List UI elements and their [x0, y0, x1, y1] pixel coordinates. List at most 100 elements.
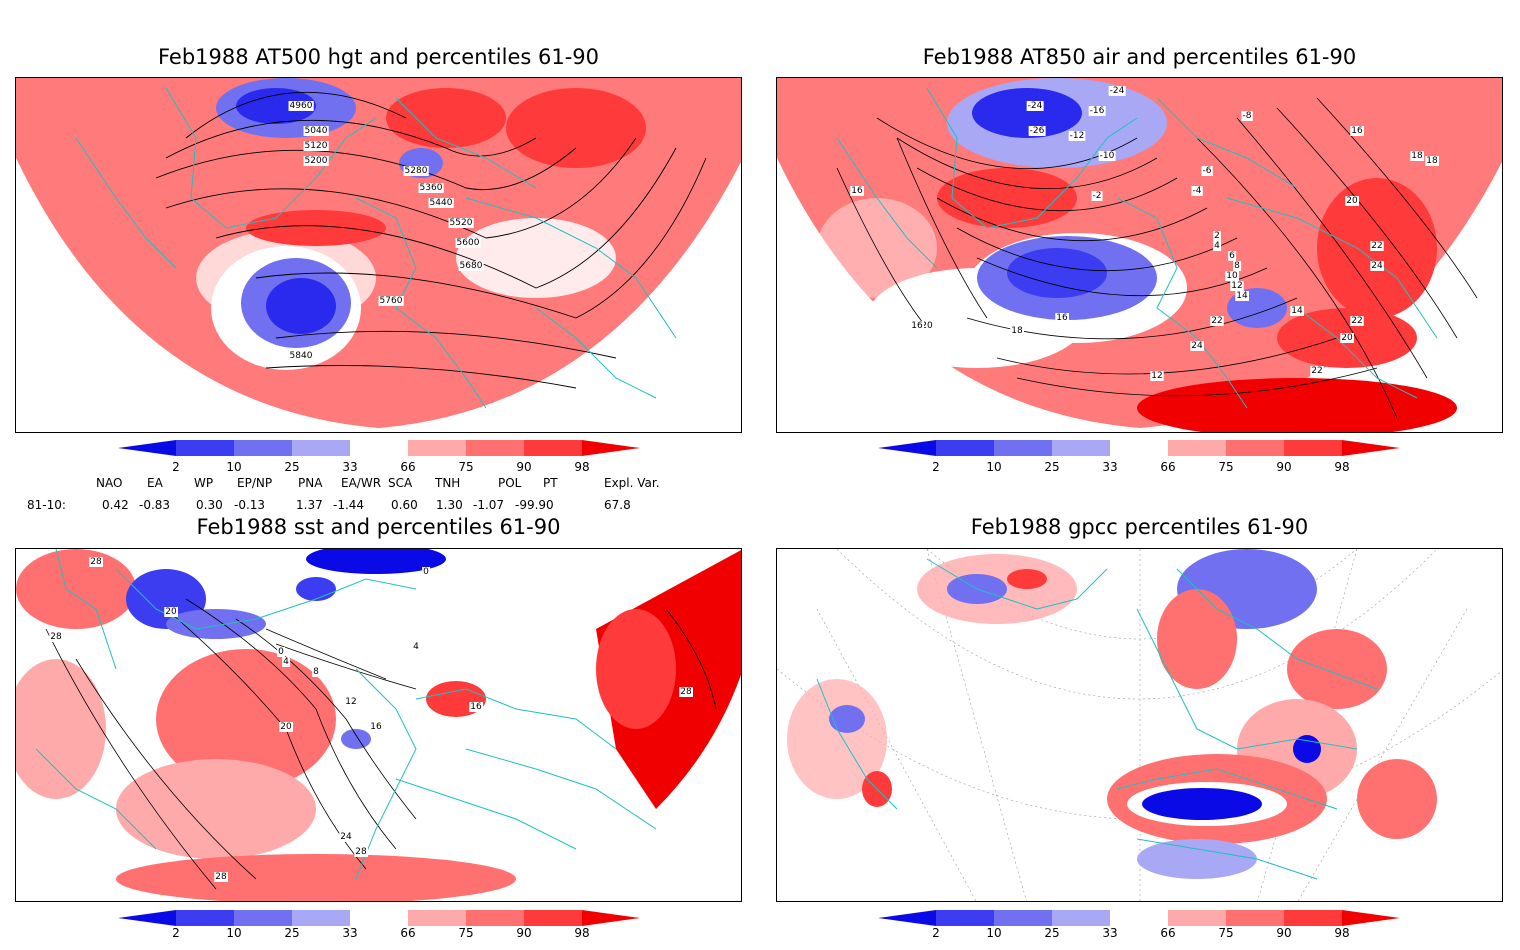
- contour-label-box: [1190, 341, 1204, 351]
- contour-label-text: 5840: [290, 351, 313, 361]
- contour-label: 16: [910, 321, 924, 331]
- contour-label: 4: [412, 642, 421, 652]
- contour-label-text: 2: [1214, 231, 1220, 241]
- contour-label-text: 28: [215, 872, 227, 882]
- contour-label-text: 16: [851, 186, 863, 196]
- colorbar-graphic: [878, 440, 1400, 456]
- contour-label-text: 5040: [305, 126, 328, 136]
- contour-label-box: [1230, 281, 1244, 291]
- contour-label: 4: [1213, 241, 1222, 251]
- contour-label-box: [1213, 231, 1221, 241]
- contour-label-text: 5760: [380, 296, 403, 306]
- contour-label: 16: [1055, 313, 1069, 323]
- contour-label: 20: [1345, 196, 1359, 206]
- contour-label-box: [303, 156, 329, 166]
- contour-label-box: [1290, 306, 1304, 316]
- index-value: -99.90: [515, 498, 554, 512]
- contour-label: 22: [1310, 366, 1324, 376]
- contour-label-text: 5440: [430, 198, 453, 208]
- contour-label: 5600: [455, 238, 481, 248]
- contour-label: -6: [1201, 166, 1213, 176]
- contour-label: -24: [1108, 86, 1126, 96]
- colorbar-tick: 98: [574, 460, 590, 474]
- contour-label-box: [214, 872, 228, 882]
- contour-label-box: [164, 607, 178, 617]
- colorbar-tick: 10: [226, 460, 242, 474]
- index-value: -1.07: [473, 498, 505, 512]
- contour-label: 18: [1425, 156, 1439, 166]
- contour-label: 20: [1340, 333, 1354, 343]
- contour-label-box: [1088, 106, 1106, 116]
- contour-label: 5680: [458, 261, 484, 271]
- contour-label-text: 5200: [305, 156, 328, 166]
- contour-label-box: [920, 321, 934, 331]
- contour-label: -2: [1091, 191, 1103, 201]
- contour-label-text: 0: [278, 647, 284, 657]
- index-row-label: 81-10:: [27, 498, 66, 512]
- contour-label: 22: [1370, 241, 1384, 251]
- contour-label-text: 4: [413, 642, 419, 652]
- contour-label: 20: [920, 321, 934, 331]
- contour-label-text: 20: [921, 321, 933, 331]
- contour-label: 24: [1370, 261, 1384, 271]
- contour-label: 12: [344, 697, 358, 707]
- contour-label-text: 24: [340, 832, 352, 842]
- contour-label: 0: [277, 647, 286, 657]
- index-header: NAO: [96, 476, 123, 490]
- contour-label: 6: [1228, 251, 1237, 261]
- colorbar-tick: 2: [172, 926, 180, 940]
- map-air850-graphic: -24-26-24-16-12-10-8-6-4-224681012141618…: [777, 78, 1502, 432]
- contour-label-box: [1241, 111, 1253, 121]
- contour-label-text: 20: [280, 722, 292, 732]
- contour-label-box: [1108, 86, 1126, 96]
- index-header: Expl. Var.: [604, 476, 660, 490]
- panel-title-sst: Feb1988 sst and percentiles 61-90: [196, 515, 561, 539]
- contour-label-box: [1028, 126, 1046, 136]
- index-header: TNH: [435, 476, 461, 490]
- contour-label-box: [1055, 313, 1069, 323]
- contour-label-box: [1228, 251, 1237, 261]
- contour-label: 10: [1225, 271, 1239, 281]
- map-hgt500: 4960 5040 5120 5200 5280 5360 5440 5520 5600 5680…: [15, 77, 742, 433]
- colorbar-hgt500: 2 10 25 33 66 75 90 98: [118, 440, 648, 480]
- contour-label-box: [1098, 151, 1116, 161]
- colorbar-graphic: [118, 440, 640, 456]
- contour-label: 16: [369, 722, 383, 732]
- contour-label-text: 10: [1226, 271, 1238, 281]
- index-value: -1.44: [333, 498, 365, 512]
- contour-label-text: 28: [90, 557, 102, 567]
- map-sst: 28 28 20 0 4 8 12 16 20 24 28 28 0 4 16 28: [15, 548, 742, 902]
- contour-label-box: [288, 101, 314, 111]
- contour-label-text: 28: [355, 847, 367, 857]
- index-value: 67.8: [604, 498, 631, 512]
- colorbar-tick: 75: [458, 926, 474, 940]
- contour-label-text: 14: [1291, 306, 1303, 316]
- contour-label-text: 22: [1371, 241, 1382, 251]
- colorbar-tick: 66: [400, 926, 416, 940]
- contour-label-text: -4: [1193, 186, 1202, 196]
- contour-label: 28: [679, 687, 693, 697]
- contour-label-text: 22: [1311, 366, 1322, 376]
- contour-label: 5840: [288, 351, 314, 361]
- contour-label: 22: [1350, 316, 1364, 326]
- panel-title-air850: Feb1988 AT850 air and percentiles 61-90: [922, 45, 1357, 69]
- contour-label: -12: [1068, 131, 1086, 141]
- colorbar-tick: 90: [516, 460, 532, 474]
- contour-label-text: -6: [1203, 166, 1212, 176]
- contour-label: 24: [339, 832, 353, 842]
- contour-label-text: 20: [1341, 333, 1353, 343]
- contour-label-box: [469, 702, 483, 712]
- contour-label-text: 16: [911, 321, 923, 331]
- contour-label-text: 16: [1056, 313, 1068, 323]
- colorbar-tick: 10: [986, 926, 1002, 940]
- contour-label-box: [344, 697, 358, 707]
- index-header: PT: [543, 476, 558, 490]
- colorbar-tick: 98: [1334, 460, 1350, 474]
- panel-title-hgt500: Feb1988 AT500 hgt and percentiles 61-90: [157, 45, 599, 69]
- contour-label: 4: [282, 657, 291, 667]
- colorbar-tick: 33: [342, 460, 358, 474]
- contour-label-text: 0: [423, 567, 429, 577]
- contour-label-text: 4: [1214, 241, 1220, 251]
- contour-label: 28: [89, 557, 103, 567]
